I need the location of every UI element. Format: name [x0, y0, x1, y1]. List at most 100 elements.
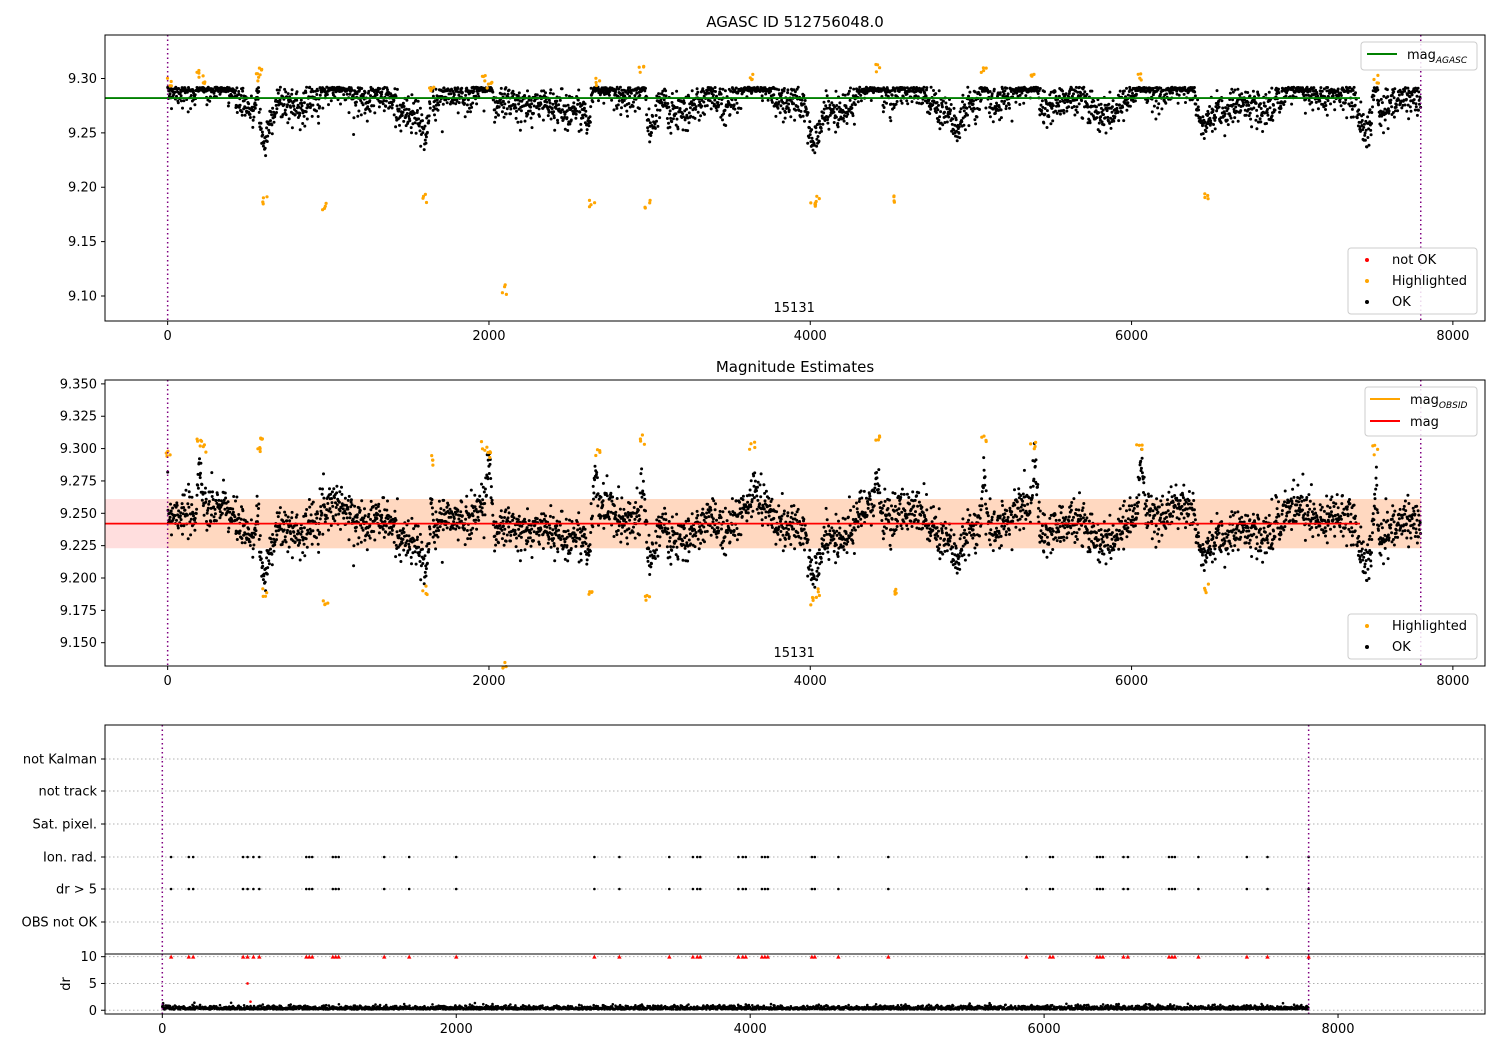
ok-point: [647, 107, 651, 111]
ok-point: [943, 121, 947, 124]
highlighted-point: [256, 79, 260, 83]
ok-point: [822, 100, 826, 104]
ok-point: [779, 93, 783, 97]
ok-point: [1043, 107, 1047, 110]
ok-point: [1270, 114, 1274, 118]
ok-point: [249, 518, 253, 522]
ok-point: [1389, 101, 1392, 105]
ok-point: [1409, 109, 1413, 113]
ok-point: [302, 114, 306, 118]
ok-point: [399, 129, 403, 133]
ok-point: [393, 509, 397, 513]
ok-point: [205, 528, 209, 532]
highlighted-point: [265, 195, 269, 199]
ok-point: [1151, 86, 1155, 90]
ok-point: [382, 535, 386, 539]
ok-point: [1122, 89, 1126, 93]
highlighted-point: [424, 200, 429, 205]
ok-point: [635, 91, 639, 95]
ok-point: [973, 90, 977, 94]
ok-point: [546, 114, 550, 118]
ok-point: [1272, 103, 1275, 107]
ok-point: [856, 100, 860, 104]
ok-point: [1054, 109, 1057, 113]
ok-point: [377, 502, 381, 506]
ok-point: [605, 474, 609, 478]
ok-point: [511, 89, 515, 93]
ok-point: [739, 107, 743, 110]
ok-point: [395, 497, 399, 501]
ok-point: [550, 107, 554, 111]
ok-point: [992, 87, 996, 91]
ok-point: [544, 514, 547, 518]
ok-point: [973, 107, 976, 111]
ok-point: [179, 99, 183, 103]
ok-point: [588, 120, 592, 124]
ok-point: [298, 538, 302, 542]
ok-point: [700, 104, 704, 108]
ok-point: [275, 107, 279, 111]
ok-point: [471, 101, 475, 105]
ok-point: [686, 129, 690, 133]
ok-point: [1339, 104, 1343, 108]
ok-point: [337, 500, 341, 504]
highlighted-point: [598, 79, 602, 83]
ok-point: [310, 114, 314, 118]
ok-point: [482, 536, 486, 540]
ok-point: [777, 88, 781, 92]
ok-point: [708, 99, 712, 103]
ok-point: [662, 98, 666, 102]
ok-point: [1108, 121, 1112, 125]
ok-point: [517, 102, 521, 106]
ok-point: [530, 102, 534, 106]
ok-point: [502, 532, 506, 536]
ok-point: [440, 560, 444, 564]
ok-point: [504, 539, 508, 543]
ok-point: [1362, 122, 1366, 126]
ok-point: [488, 462, 492, 466]
ok-point: [1083, 90, 1087, 94]
ok-point: [827, 99, 831, 103]
ok-point: [503, 516, 506, 519]
ok-point: [270, 540, 274, 544]
ok-point: [696, 110, 700, 114]
highlighted-point: [169, 79, 173, 84]
ok-point: [978, 108, 981, 111]
ok-point: [381, 102, 385, 106]
ok-point: [1405, 109, 1409, 113]
ok-point: [328, 507, 332, 511]
ok-point: [431, 512, 435, 516]
ok-point: [1324, 108, 1327, 111]
ok-point: [1073, 113, 1077, 117]
ok-point: [398, 553, 401, 557]
ok-point: [303, 124, 307, 128]
ok-point: [547, 98, 551, 102]
ok-point: [265, 140, 269, 143]
ok-point: [257, 86, 260, 90]
ok-point: [647, 118, 651, 122]
ok-point: [428, 532, 432, 536]
ok-point: [900, 101, 904, 105]
ok-point: [589, 86, 593, 90]
ok-point: [372, 104, 376, 108]
ok-point: [354, 525, 358, 529]
ok-point: [247, 102, 251, 106]
ok-point: [456, 538, 460, 542]
ok-point: [400, 541, 404, 545]
ok-point: [707, 91, 711, 95]
ok-point: [1350, 107, 1354, 111]
ok-point: [559, 537, 563, 541]
ok-point: [538, 542, 541, 546]
ok-point: [1111, 99, 1115, 103]
ok-point: [1095, 116, 1099, 120]
ok-point: [1003, 99, 1007, 103]
ok-point: [1075, 105, 1079, 109]
ok-point: [500, 528, 504, 532]
ok-point: [238, 103, 242, 107]
ok-point: [394, 125, 398, 129]
ok-point: [766, 98, 770, 102]
ok-point: [547, 537, 551, 541]
ok-point: [760, 94, 764, 98]
ok-point: [1239, 109, 1243, 113]
ok-point: [1047, 115, 1051, 119]
